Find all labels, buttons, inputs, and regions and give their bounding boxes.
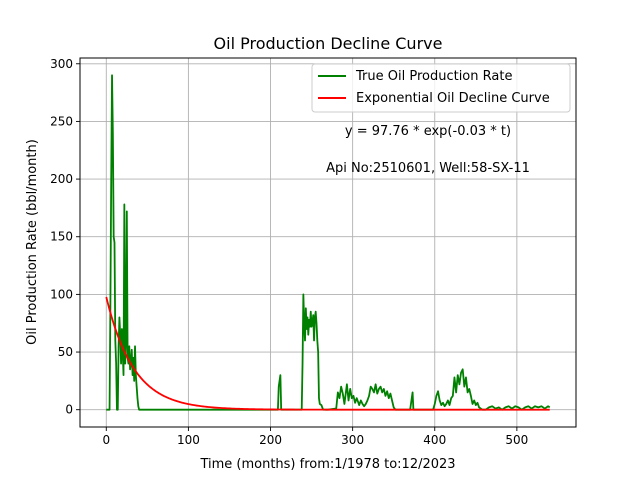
grid-lines <box>80 58 576 427</box>
y-tick-label: 0 <box>65 403 73 417</box>
x-tick-label: 400 <box>423 433 446 447</box>
x-tick-label: 300 <box>341 433 364 447</box>
legend-label-true-production: True Oil Production Rate <box>355 69 512 84</box>
legend: True Oil Production Rate Exponential Oil… <box>311 63 571 113</box>
x-tick-label: 100 <box>177 433 200 447</box>
x-tick-label: 0 <box>102 433 110 447</box>
well-info-annotation: Api No:2510601, Well:58-SX-11 <box>326 161 530 176</box>
true-production-line <box>106 74 551 411</box>
y-axis-label: Oil Production Rate (bbl/month) <box>25 139 40 345</box>
legend-box <box>311 63 571 113</box>
y-tick-label: 150 <box>50 230 73 244</box>
y-tick-label: 100 <box>50 287 73 301</box>
series-layer <box>105 74 551 411</box>
decline-equation-annotation: y = 97.76 * exp(-0.03 * t) <box>345 124 511 139</box>
axis-ticks: 0 100 200 300 400 500 0 50 100 150 200 250 300 <box>50 57 528 447</box>
x-tick-label: 500 <box>505 433 528 447</box>
legend-label-exponential-decline: Exponential Oil Decline Curve <box>356 91 550 106</box>
y-tick-label: 200 <box>50 172 73 186</box>
y-tick-label: 300 <box>50 57 73 71</box>
plot-frame <box>79 57 577 428</box>
chart-title: Oil Production Decline Curve <box>214 34 443 53</box>
y-tick-label: 50 <box>58 345 73 359</box>
y-tick-label: 250 <box>50 114 73 128</box>
exponential-decline-line <box>105 296 550 411</box>
x-axis-label: Time (months) from:1/1978 to:12/2023 <box>199 457 455 472</box>
x-tick-label: 200 <box>259 433 282 447</box>
